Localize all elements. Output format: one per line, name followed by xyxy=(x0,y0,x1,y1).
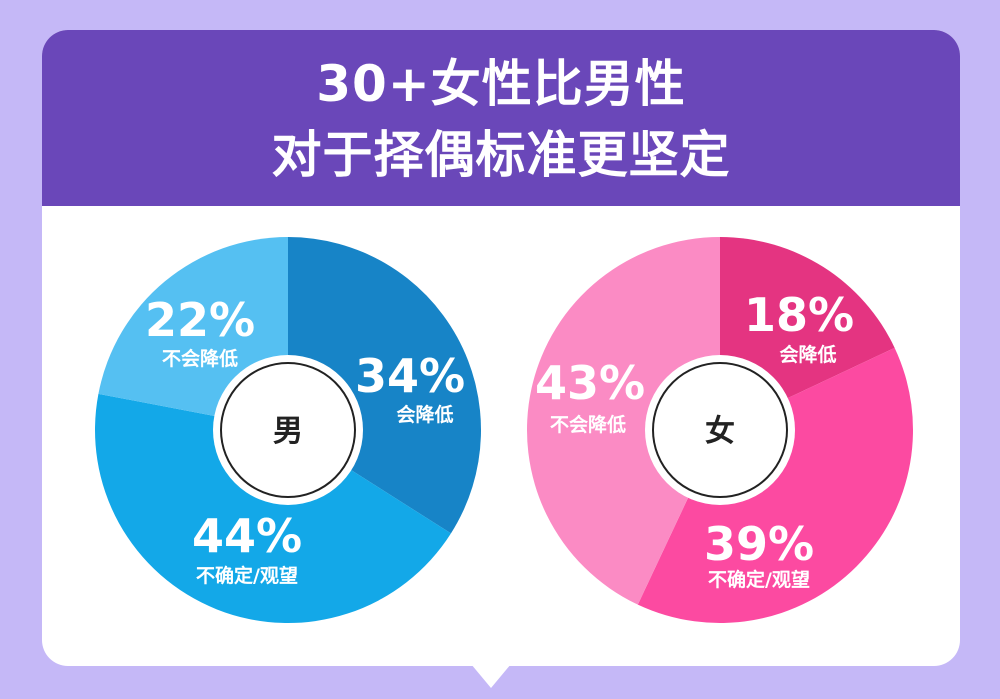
female-category-label-2: 不确定/观望 xyxy=(708,568,810,591)
female-slice-3 xyxy=(526,237,720,605)
female-pct-label-3: 43% xyxy=(535,356,645,410)
title-banner: 30+女性比男性 对于择偶标准更坚定 xyxy=(42,30,960,206)
male-pie: 男 34%会降低 44%不确定/观望 22%不会降低 xyxy=(95,236,482,623)
title-line-2: 对于择偶标准更坚定 xyxy=(271,126,731,184)
male-center-disc xyxy=(213,355,363,505)
male-category-label-2: 不确定/观望 xyxy=(196,564,298,587)
male-category-label-3: 不会降低 xyxy=(162,347,238,370)
female-pie: 女 18%会降低 39%不确定/观望 43% 不会降低 xyxy=(526,237,914,624)
title-line-1: 30+女性比男性 xyxy=(316,55,686,113)
male-pct-label-2: 44% xyxy=(192,509,302,563)
male-center-label: 男 xyxy=(273,414,303,449)
male-category-label-1: 会降低 xyxy=(396,403,453,426)
female-category-label-1: 会降低 xyxy=(779,343,836,366)
female-pct-label-1: 18% xyxy=(744,288,854,342)
male-slice-2 xyxy=(95,393,451,623)
male-center-ring xyxy=(220,362,356,498)
female-center-disc xyxy=(645,355,795,505)
female-pct-label-2: 39% xyxy=(704,517,814,571)
female-center-label: 女 xyxy=(705,414,735,449)
male-pct-label-1: 34% xyxy=(355,349,465,403)
speech-pointer xyxy=(471,664,511,688)
female-category-label-3: 不会降低 xyxy=(550,413,626,436)
male-pct-label-3: 22% xyxy=(145,293,255,347)
female-center-ring xyxy=(652,362,788,498)
female-slice-2 xyxy=(637,347,914,624)
